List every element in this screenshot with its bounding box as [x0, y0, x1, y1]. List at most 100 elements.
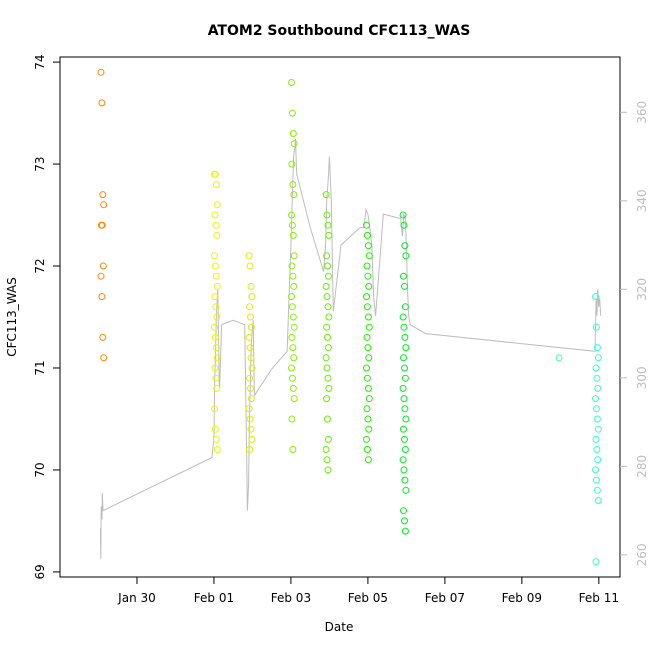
data-point	[400, 395, 408, 403]
data-point	[365, 282, 373, 290]
data-point	[324, 374, 332, 382]
data-point	[322, 282, 330, 290]
data-point	[290, 140, 298, 148]
data-point	[402, 252, 410, 260]
y-tick-label: 69	[33, 564, 47, 579]
data-point	[100, 354, 108, 362]
chart-title: ATOM2 Southbound CFC113_WAS	[208, 23, 471, 39]
data-point	[323, 211, 331, 219]
series-8	[592, 293, 602, 566]
x-axis: Jan 30 Feb 01 Feb 03 Feb 05 Feb 07 Feb 09 Feb …	[117, 576, 619, 605]
x-tick-label: Feb 07	[425, 591, 465, 605]
data-point	[248, 293, 256, 301]
y-axis-label: CFC113_WAS	[5, 277, 19, 357]
data-point	[288, 262, 296, 270]
data-point	[593, 374, 601, 382]
data-point	[288, 293, 295, 301]
y-tick-label: 72	[33, 258, 47, 273]
data-point	[247, 282, 255, 290]
data-point	[400, 354, 407, 362]
data-point	[289, 313, 297, 321]
data-point	[322, 354, 330, 362]
data-point	[246, 374, 254, 382]
altitude-line	[99, 138, 602, 560]
data-point	[247, 425, 255, 433]
data-point	[246, 415, 254, 423]
data-point	[592, 293, 599, 301]
data-point	[247, 354, 255, 362]
data-point	[592, 395, 599, 403]
data-point	[401, 282, 408, 290]
data-point	[325, 384, 333, 392]
data-point	[213, 282, 221, 290]
data-point	[399, 211, 407, 219]
data-point	[246, 303, 254, 311]
data-point	[246, 446, 254, 453]
data-point	[324, 435, 332, 443]
data-point	[363, 405, 371, 413]
data-point	[211, 262, 219, 270]
data-point	[98, 99, 106, 107]
data-point	[594, 456, 602, 464]
series-0	[97, 68, 108, 362]
data-point	[324, 262, 331, 270]
data-point	[213, 446, 221, 453]
data-point	[213, 313, 221, 321]
data-point	[592, 476, 600, 484]
data-point	[324, 333, 331, 341]
data-point	[213, 384, 221, 392]
data-point	[555, 354, 563, 362]
data-point	[97, 68, 105, 76]
data-point	[401, 527, 409, 535]
data-point	[364, 344, 372, 352]
data-point	[400, 425, 407, 433]
data-point	[325, 313, 333, 321]
data-point	[400, 323, 408, 331]
data-point	[211, 170, 219, 178]
data-point	[364, 384, 372, 392]
data-point	[212, 303, 220, 311]
data-point	[363, 221, 370, 229]
data-point	[594, 354, 602, 362]
series-7	[555, 354, 563, 362]
data-point	[322, 446, 330, 453]
x-tick-label: Feb 03	[271, 591, 311, 605]
data-point	[245, 252, 253, 260]
data-point	[365, 323, 373, 331]
data-point	[401, 517, 408, 525]
data-point	[289, 384, 297, 392]
data-point	[289, 130, 297, 137]
y-axis: 69 70 71 72 73 74	[33, 54, 60, 580]
data-point	[289, 231, 297, 239]
data-point	[288, 415, 296, 423]
data-point	[289, 181, 297, 188]
data-point	[363, 231, 371, 239]
series-4	[322, 191, 333, 474]
data-point	[400, 221, 408, 229]
data-point	[211, 252, 218, 260]
data-point	[365, 252, 373, 260]
data-point	[247, 313, 254, 321]
series-3	[288, 79, 298, 453]
data-point	[99, 333, 107, 341]
data-point	[211, 211, 219, 219]
data-point	[323, 293, 331, 301]
data-point	[211, 333, 219, 341]
data-point	[364, 313, 372, 321]
data-point	[399, 456, 407, 464]
data-point	[248, 364, 256, 372]
data-point	[401, 333, 409, 341]
data-point	[324, 221, 332, 229]
data-point	[592, 558, 600, 566]
data-point	[365, 354, 373, 362]
data-point	[247, 395, 255, 403]
data-point	[288, 109, 296, 117]
data-point	[363, 435, 370, 443]
data-point	[290, 354, 298, 362]
data-point	[400, 272, 407, 280]
data-point	[288, 221, 296, 229]
x-tick-label: Feb 11	[579, 591, 619, 605]
data-point	[288, 79, 295, 86]
series-6	[399, 211, 410, 535]
